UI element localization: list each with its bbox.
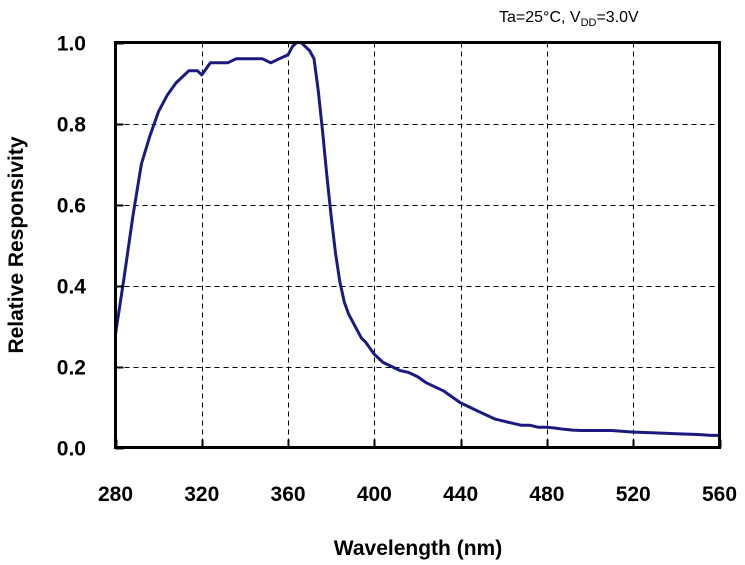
x-tick-labels: 280 320 360 400 440 480 520 560 bbox=[98, 483, 737, 506]
grid-lines bbox=[115, 42, 720, 448]
x-tick-label: 480 bbox=[529, 483, 564, 506]
x-axis-title: Wavelength (nm) bbox=[334, 537, 502, 560]
y-tick-labels: 0.0 0.2 0.4 0.6 0.8 1.0 bbox=[57, 33, 87, 461]
x-tick-label: 520 bbox=[616, 483, 651, 506]
curve-layer bbox=[114, 41, 721, 437]
y-tick-label: 0.2 bbox=[57, 357, 86, 380]
y-tick-label: 0.6 bbox=[57, 195, 86, 218]
y-tick-label: 0.8 bbox=[57, 114, 87, 137]
y-axis-title: Relative Responsivity bbox=[5, 136, 28, 353]
y-tick-label: 0.4 bbox=[57, 276, 87, 299]
x-tick-label: 440 bbox=[443, 483, 478, 506]
x-tick-label: 280 bbox=[98, 483, 133, 506]
responsivity-curve bbox=[114, 41, 721, 437]
y-tick-label: 0.0 bbox=[57, 438, 86, 461]
x-tick-label: 320 bbox=[184, 483, 219, 506]
condition-label: Ta=25°C, VDD=3.0V bbox=[499, 9, 639, 29]
plot-frame bbox=[114, 41, 721, 449]
x-tick-label: 360 bbox=[271, 483, 306, 506]
y-tick-label: 1.0 bbox=[57, 33, 86, 56]
x-tick-label: 560 bbox=[702, 483, 737, 506]
x-tick-label: 400 bbox=[357, 483, 392, 506]
axis-ticks bbox=[115, 42, 722, 450]
